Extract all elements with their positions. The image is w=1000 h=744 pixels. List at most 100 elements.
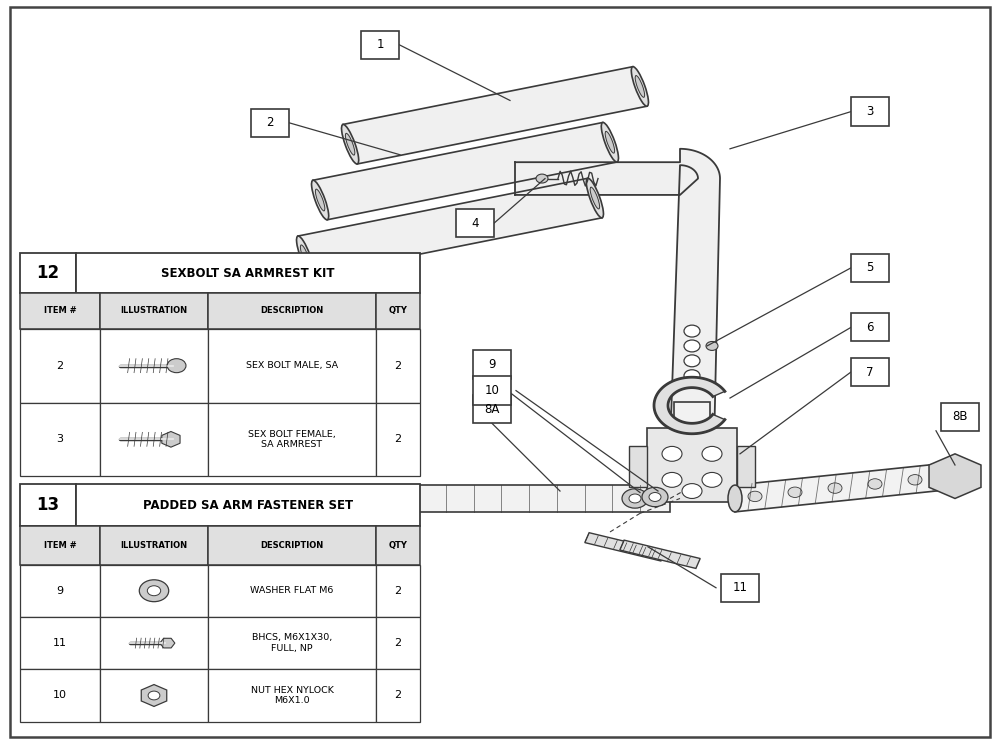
Bar <box>20 617 100 670</box>
Text: 5: 5 <box>866 261 874 275</box>
Bar <box>20 565 100 617</box>
Text: WASHER FLAT M6: WASHER FLAT M6 <box>250 586 334 595</box>
Circle shape <box>642 487 668 507</box>
Text: 2: 2 <box>394 361 402 371</box>
Circle shape <box>649 493 661 501</box>
Bar <box>851 97 889 126</box>
Text: NUT HEX NYLOCK
M6X1.0: NUT HEX NYLOCK M6X1.0 <box>251 686 333 705</box>
Bar <box>20 484 76 527</box>
Polygon shape <box>654 377 725 434</box>
Bar <box>647 428 737 502</box>
Bar <box>851 254 889 282</box>
Polygon shape <box>585 533 665 561</box>
Circle shape <box>748 491 762 501</box>
Text: 7: 7 <box>866 365 874 379</box>
Bar <box>473 350 511 379</box>
Ellipse shape <box>342 124 359 164</box>
Polygon shape <box>735 463 950 512</box>
Bar <box>251 109 289 137</box>
Bar <box>376 329 420 403</box>
Polygon shape <box>929 454 981 498</box>
Ellipse shape <box>297 236 314 275</box>
Text: 11: 11 <box>732 581 748 594</box>
Ellipse shape <box>315 189 325 211</box>
Polygon shape <box>620 540 700 568</box>
Text: BHCS, M6X1X30,
FULL, NP: BHCS, M6X1X30, FULL, NP <box>252 633 332 652</box>
Circle shape <box>629 494 641 503</box>
Text: SEX BOLT MALE, SA: SEX BOLT MALE, SA <box>246 361 338 371</box>
Text: 8B: 8B <box>952 410 968 423</box>
Text: SEX BOLT FEMALE,
SA ARMREST: SEX BOLT FEMALE, SA ARMREST <box>248 429 336 449</box>
Bar <box>20 253 76 293</box>
Bar <box>721 574 759 602</box>
Text: 4: 4 <box>471 217 479 230</box>
Circle shape <box>167 359 186 373</box>
Bar <box>376 293 420 329</box>
Circle shape <box>622 489 648 508</box>
Circle shape <box>536 174 548 183</box>
Bar <box>473 376 511 405</box>
Circle shape <box>662 446 682 461</box>
Text: 2: 2 <box>394 586 402 596</box>
Bar <box>208 565 376 617</box>
Polygon shape <box>343 67 647 164</box>
Text: ILLUSTRATION: ILLUSTRATION <box>120 307 188 315</box>
Circle shape <box>684 325 700 337</box>
Circle shape <box>684 355 700 367</box>
Ellipse shape <box>635 76 645 97</box>
Bar <box>100 329 208 403</box>
Bar <box>100 527 208 565</box>
Text: 2: 2 <box>394 638 402 648</box>
Bar <box>208 617 376 670</box>
Bar <box>208 527 376 565</box>
Text: 11: 11 <box>53 638 67 648</box>
Bar <box>310 485 670 512</box>
Circle shape <box>148 691 160 700</box>
Polygon shape <box>298 179 602 275</box>
Text: 10: 10 <box>485 384 499 397</box>
Circle shape <box>828 483 842 493</box>
Text: DESCRIPTION: DESCRIPTION <box>260 541 324 550</box>
Bar <box>208 293 376 329</box>
Bar <box>100 293 208 329</box>
Text: 3: 3 <box>57 434 64 444</box>
Text: 8A: 8A <box>484 403 500 416</box>
Text: QTY: QTY <box>389 541 407 550</box>
Circle shape <box>147 586 161 596</box>
Polygon shape <box>162 432 180 447</box>
Circle shape <box>684 370 700 382</box>
Bar <box>100 617 208 670</box>
Circle shape <box>684 340 700 352</box>
Bar <box>941 403 979 431</box>
Bar <box>76 253 420 293</box>
Text: 10: 10 <box>53 690 67 701</box>
Bar <box>629 446 647 487</box>
Circle shape <box>788 487 802 498</box>
Bar <box>208 670 376 722</box>
Bar <box>674 402 710 446</box>
Text: ITEM #: ITEM # <box>44 541 76 550</box>
Ellipse shape <box>605 132 615 153</box>
Polygon shape <box>160 638 175 648</box>
Ellipse shape <box>345 133 355 155</box>
Circle shape <box>702 472 722 487</box>
Ellipse shape <box>300 245 310 266</box>
Ellipse shape <box>590 187 600 209</box>
Text: ITEM #: ITEM # <box>44 307 76 315</box>
Circle shape <box>908 475 922 485</box>
Text: 2: 2 <box>266 116 274 129</box>
Bar <box>851 313 889 341</box>
Text: DESCRIPTION: DESCRIPTION <box>260 307 324 315</box>
Text: SEXBOLT SA ARMREST KIT: SEXBOLT SA ARMREST KIT <box>161 266 335 280</box>
Polygon shape <box>515 149 720 446</box>
Bar <box>20 670 100 722</box>
Bar <box>208 329 376 403</box>
Circle shape <box>702 446 722 461</box>
Bar <box>20 293 100 329</box>
Bar <box>376 670 420 722</box>
Bar <box>376 565 420 617</box>
Ellipse shape <box>631 67 648 106</box>
Ellipse shape <box>312 180 329 219</box>
Circle shape <box>706 341 718 350</box>
Bar <box>20 403 100 476</box>
